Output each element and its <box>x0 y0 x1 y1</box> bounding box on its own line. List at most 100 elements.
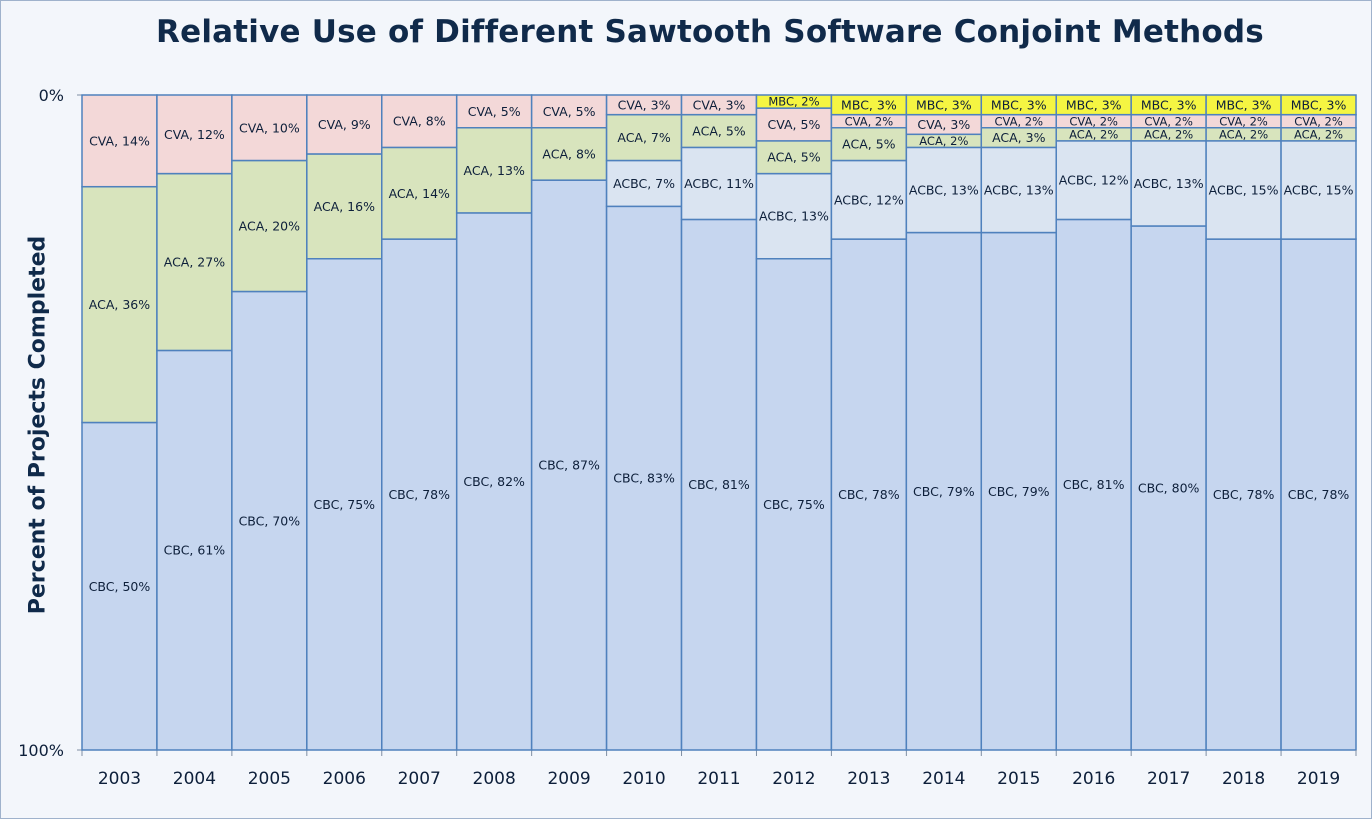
bar-segment-acbc <box>605 159 683 208</box>
data-label: CVA, 5% <box>468 104 521 119</box>
data-label: CBC, 50% <box>89 579 151 594</box>
data-label: CVA, 10% <box>239 120 300 135</box>
data-label: CBC, 82% <box>463 474 525 489</box>
data-label: CVA, 3% <box>693 97 746 112</box>
data-label: CVA, 5% <box>768 117 821 132</box>
bar-segment-cva <box>231 94 308 162</box>
x-tick-label: 2017 <box>1147 769 1190 789</box>
data-label: ACA, 16% <box>314 199 375 214</box>
bar-segment-cbc <box>680 218 758 751</box>
data-label: CBC, 70% <box>239 513 301 528</box>
x-tick-label: 2003 <box>98 769 141 789</box>
x-tick-label: 2011 <box>697 769 740 789</box>
bar-segment-acbc <box>830 159 908 240</box>
x-tick-label: 2013 <box>847 769 890 789</box>
x-tick-label: 2012 <box>772 769 815 789</box>
data-label: ACBC, 12% <box>1059 173 1129 188</box>
data-label: CVA, 9% <box>318 117 371 132</box>
data-label: CVA, 12% <box>164 127 225 142</box>
bar-segment-cva <box>381 94 458 149</box>
data-label: ACA, 20% <box>239 219 300 234</box>
bar-segment-acbc <box>1280 140 1357 240</box>
data-label: MBC, 3% <box>1216 97 1272 112</box>
y-tick-label: 0% <box>39 86 64 105</box>
data-label: CVA, 14% <box>89 133 150 148</box>
x-tick-label: 2016 <box>1072 769 1115 789</box>
bar-segment-cbc <box>980 231 1057 751</box>
data-label: CBC, 78% <box>1213 487 1275 502</box>
data-label: MBC, 3% <box>841 97 897 112</box>
bar-segment-acbc <box>905 146 983 234</box>
x-tick-label: 2004 <box>173 769 216 789</box>
data-label: ACA, 27% <box>164 255 225 270</box>
data-label: ACA, 36% <box>89 297 150 312</box>
x-tick-label: 2009 <box>547 769 590 789</box>
data-label: ACBC, 15% <box>1209 182 1279 197</box>
data-label: ACA, 14% <box>389 186 450 201</box>
bar-segment-cbc <box>605 205 683 751</box>
data-label: ACA, 5% <box>767 150 821 165</box>
data-label: ACA, 3% <box>992 130 1046 145</box>
bar-segment-aca <box>231 159 308 293</box>
data-label: MBC, 3% <box>991 97 1047 112</box>
bar-segment-cbc <box>530 179 608 751</box>
bar-segment-cbc <box>1055 218 1132 751</box>
bar-segment-aca <box>455 127 533 214</box>
data-label: CBC, 61% <box>164 543 226 558</box>
data-label: CBC, 78% <box>1288 487 1350 502</box>
data-label: CVA, 3% <box>618 97 671 112</box>
data-label: MBC, 3% <box>1141 97 1197 112</box>
data-label: ACA, 5% <box>842 137 896 152</box>
data-label: CVA, 2% <box>1069 114 1118 128</box>
bar-segment-aca <box>306 153 383 260</box>
data-label: MBC, 2% <box>768 95 819 109</box>
data-label: CBC, 79% <box>988 484 1050 499</box>
bar-segment-acbc <box>980 146 1057 234</box>
data-label: ACA, 2% <box>1144 127 1193 141</box>
bar-segment-cbc <box>156 349 233 751</box>
data-label: CVA, 3% <box>917 117 970 132</box>
data-label: ACBC, 13% <box>759 209 829 224</box>
x-tick-label: 2006 <box>323 769 366 789</box>
bar-segment-cbc <box>1205 238 1282 751</box>
data-label: CVA, 2% <box>1144 114 1193 128</box>
data-label: ACA, 2% <box>1219 127 1268 141</box>
bar-segment-cva <box>306 94 383 155</box>
data-label: CBC, 81% <box>1063 477 1125 492</box>
data-label: CVA, 2% <box>1219 114 1268 128</box>
data-label: ACBC, 13% <box>1134 176 1204 191</box>
data-label: MBC, 3% <box>1066 97 1122 112</box>
data-label: MBC, 3% <box>916 97 972 112</box>
bar-segment-cbc <box>381 238 458 751</box>
data-label: CBC, 78% <box>838 487 900 502</box>
data-label: CBC, 87% <box>538 458 600 473</box>
data-label: ACA, 2% <box>919 134 968 148</box>
bar-segment-aca <box>680 113 758 149</box>
data-label: ACBC, 7% <box>613 176 675 191</box>
data-label: ACA, 5% <box>692 124 746 139</box>
bar-segment-cbc <box>306 258 383 751</box>
x-tick-label: 2015 <box>997 769 1040 789</box>
bar-segment-cbc <box>905 231 983 751</box>
data-label: ACBC, 13% <box>984 182 1054 197</box>
x-tick-label: 2010 <box>622 769 665 789</box>
data-label: ACA, 2% <box>1069 127 1118 141</box>
data-label: CBC, 75% <box>314 497 376 512</box>
data-label: ACA, 13% <box>464 163 525 178</box>
data-label: ACBC, 12% <box>834 192 904 207</box>
data-label: ACBC, 15% <box>1284 182 1354 197</box>
chart-title: Relative Use of Different Sawtooth Softw… <box>156 14 1264 50</box>
data-label: ACBC, 13% <box>909 182 979 197</box>
data-label: CBC, 79% <box>913 484 975 499</box>
data-label: CBC, 81% <box>688 477 750 492</box>
data-label: CVA, 2% <box>994 114 1043 128</box>
bar-segment-cbc <box>1280 238 1357 751</box>
bar-segment-cbc <box>1130 225 1207 751</box>
x-tick-label: 2005 <box>248 769 291 789</box>
data-label: CVA, 2% <box>845 114 894 128</box>
data-label: ACBC, 11% <box>684 176 754 191</box>
x-tick-label: 2008 <box>473 769 516 789</box>
data-label: ACA, 8% <box>542 146 596 161</box>
y-tick-label: 100% <box>18 741 64 760</box>
